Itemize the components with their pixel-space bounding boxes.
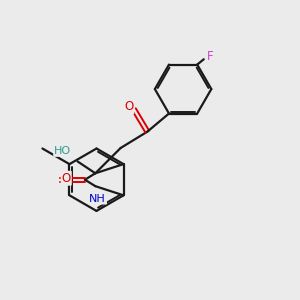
Text: HO: HO bbox=[54, 146, 71, 156]
Text: F: F bbox=[207, 50, 214, 63]
Text: O: O bbox=[124, 100, 133, 113]
Text: O: O bbox=[61, 172, 71, 185]
Text: NH: NH bbox=[89, 194, 106, 204]
